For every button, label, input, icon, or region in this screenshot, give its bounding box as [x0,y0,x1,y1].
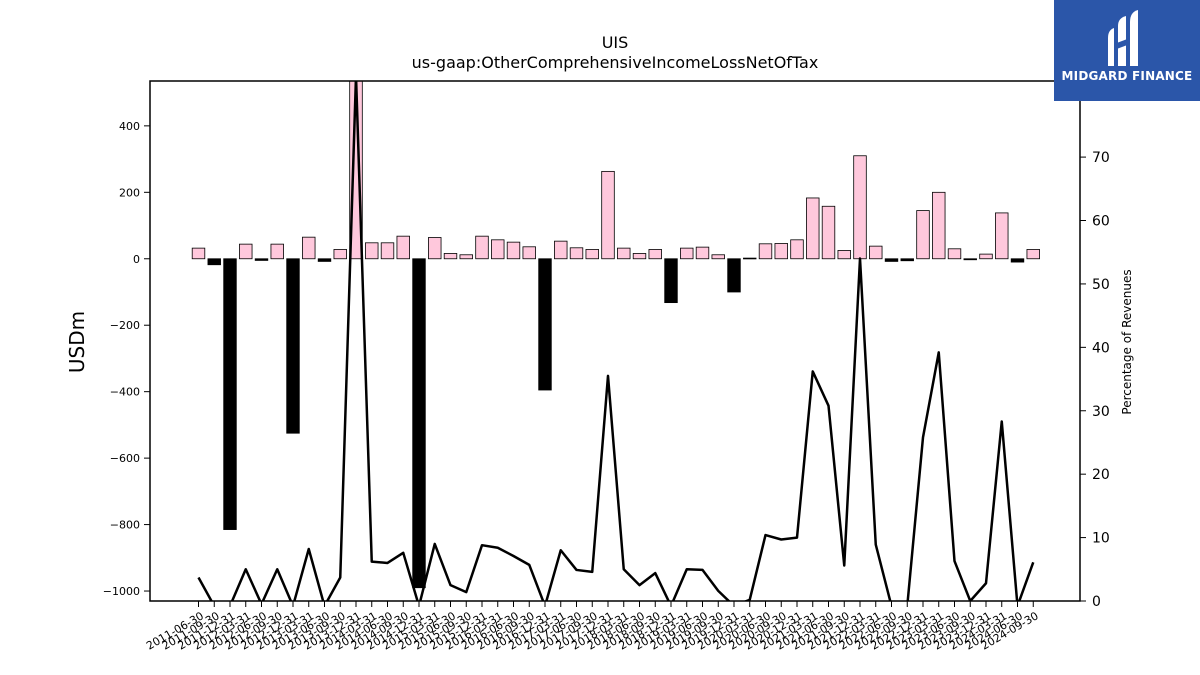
bar [207,258,221,266]
y-axis-label: USDm [65,311,89,373]
bar [727,258,741,293]
bar [585,249,599,260]
bar [1010,258,1025,263]
bar [900,258,914,262]
bar [428,237,442,260]
y-tick-label: −800 [110,519,140,532]
bar [884,258,899,262]
y-tick-label: −200 [110,319,140,332]
y2-tick-label: 70 [1092,150,1110,166]
bar [617,247,631,260]
bar [522,246,536,260]
bar [932,191,946,260]
bar [648,249,662,260]
bar [396,235,410,260]
bar [538,258,552,391]
chart-subtitle: us-gaap:OtherComprehensiveIncomeLossNetO… [412,53,819,72]
bar [979,253,993,260]
bar [947,248,962,260]
bar [664,258,678,304]
bar [995,212,1009,260]
bar [963,258,977,261]
bar [774,243,788,260]
bar [333,249,347,260]
y-tick-label: 200 [119,186,140,199]
bar [853,155,867,260]
bar [743,257,757,260]
bar [239,243,253,260]
y-tick-label: −1000 [103,585,140,598]
midgard-logo-icon [1108,10,1138,66]
y-tick-label: −400 [110,386,140,399]
bar [821,205,836,260]
bar [443,253,458,260]
line-layer [197,81,1035,601]
axes-layer: 4002000−200−400−600−800−1000706050403020… [103,80,1110,653]
y2-tick-label: 0 [1092,594,1101,610]
bar [837,250,851,260]
bar [632,253,647,260]
bar [680,247,694,260]
y-tick-label: 400 [119,120,140,133]
y2-tick-label: 60 [1092,214,1110,230]
bar [365,242,379,260]
bar [191,247,206,260]
bar [317,258,332,262]
bar [1026,249,1040,260]
bar [302,236,316,260]
bar [223,258,237,530]
bar [758,243,773,260]
bar [459,254,473,260]
bar [380,242,395,260]
y2-tick-label: 30 [1092,404,1110,420]
bar [475,235,489,260]
bar [254,258,269,261]
y2-tick-label: 50 [1092,277,1110,293]
bar [916,210,930,260]
bar [554,240,568,260]
chart-title: UIS [602,33,629,52]
y-tick-label: 0 [133,253,140,266]
plot-frame [149,80,1081,602]
bar [506,241,521,260]
y2-axis-label: Percentage of Revenues [1120,269,1134,414]
bar [412,258,426,589]
bar [569,247,584,260]
y-tick-label: −600 [110,452,140,465]
bar [491,239,505,260]
bar [270,243,284,260]
y2-tick-label: 40 [1092,340,1110,356]
bar [601,170,615,260]
brand-logo: MIDGARD FINANCE [1054,0,1200,101]
bars-layer [191,81,1040,589]
brand-name: MIDGARD FINANCE [1061,69,1193,83]
revenue-percentage-line [197,81,1035,601]
y2-tick-label: 20 [1092,467,1110,483]
bar [711,254,725,260]
bar [695,246,710,260]
bar [286,258,300,434]
bar [869,245,883,260]
y2-tick-label: 10 [1092,531,1110,547]
bar [806,197,820,260]
bar [790,239,804,260]
